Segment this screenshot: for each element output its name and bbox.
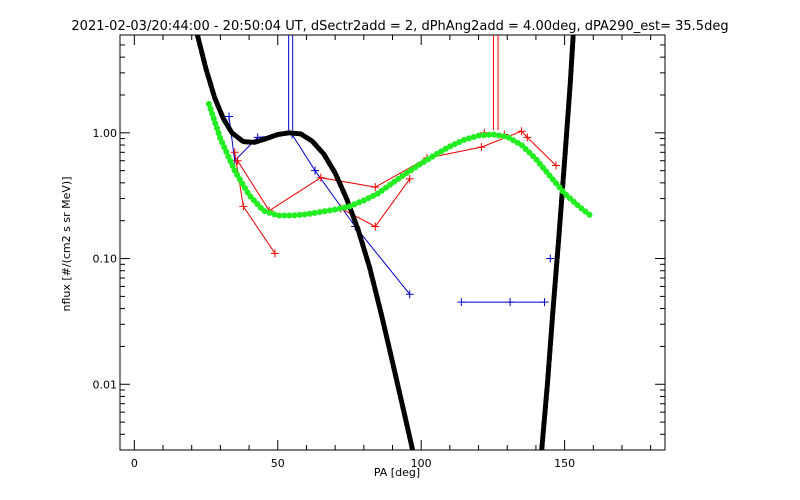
data-point	[316, 173, 325, 182]
data-point	[311, 166, 320, 175]
data-point	[552, 161, 560, 170]
data-point	[517, 127, 526, 136]
x-tick-label: 50	[271, 457, 285, 470]
plot-area	[194, 35, 594, 450]
x-axis-label: PA [deg]	[374, 466, 420, 479]
data-point	[506, 298, 515, 307]
data-point	[405, 174, 414, 183]
x-tick-label: 0	[131, 457, 138, 470]
model-curve-black	[194, 35, 416, 450]
data-point	[523, 133, 532, 142]
data-point	[457, 298, 466, 307]
y-axis-label: nflux [#/(cm2 s sr MeV)]	[60, 177, 73, 312]
data-point	[225, 112, 233, 121]
x-tick-label: 150	[554, 457, 575, 470]
data-point	[233, 156, 242, 165]
model-curve-black	[539, 35, 576, 450]
data-point	[371, 183, 380, 192]
data-point	[239, 202, 248, 211]
data-point	[371, 222, 380, 231]
data-point	[546, 254, 555, 263]
x-tick-label: 100	[411, 457, 432, 470]
data-point	[230, 148, 239, 157]
y-tick-label: 1.00	[93, 127, 118, 140]
axes: 0 50 100 150 0.01 0.10 1.00	[93, 34, 666, 470]
data-point	[540, 298, 549, 307]
model-curve-green	[205, 100, 594, 219]
data-point	[270, 249, 279, 258]
chart-title: 2021-02-03/20:44:00 - 20:50:04 UT, dSect…	[71, 19, 728, 34]
data-point	[477, 143, 486, 152]
y-tick-label: 0.10	[93, 253, 118, 266]
data-point	[405, 290, 414, 299]
y-tick-label: 0.01	[93, 378, 118, 391]
